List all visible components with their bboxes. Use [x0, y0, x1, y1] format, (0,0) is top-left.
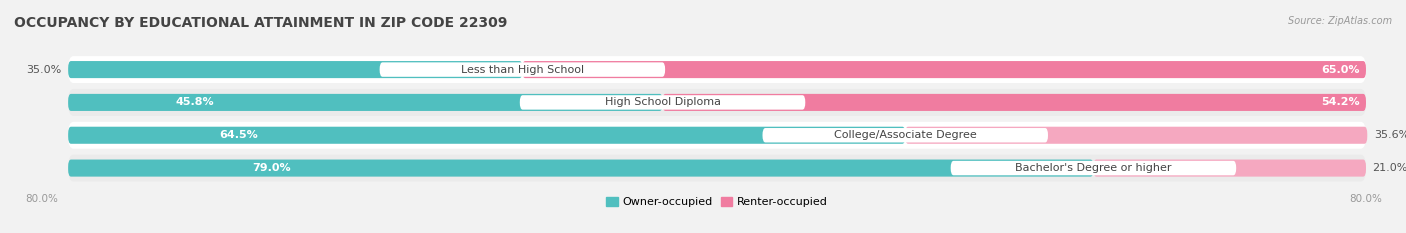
FancyBboxPatch shape — [520, 95, 806, 110]
FancyBboxPatch shape — [380, 62, 665, 77]
Text: 65.0%: 65.0% — [1322, 65, 1360, 75]
Text: Less than High School: Less than High School — [461, 65, 583, 75]
Legend: Owner-occupied, Renter-occupied: Owner-occupied, Renter-occupied — [602, 192, 832, 212]
Text: High School Diploma: High School Diploma — [605, 97, 720, 107]
FancyBboxPatch shape — [67, 160, 1094, 177]
Text: 64.5%: 64.5% — [219, 130, 257, 140]
FancyBboxPatch shape — [950, 161, 1236, 175]
FancyBboxPatch shape — [67, 122, 1367, 149]
FancyBboxPatch shape — [67, 127, 905, 144]
FancyBboxPatch shape — [67, 89, 1367, 116]
FancyBboxPatch shape — [905, 127, 1367, 144]
Text: 35.6%: 35.6% — [1374, 130, 1406, 140]
Text: 79.0%: 79.0% — [253, 163, 291, 173]
FancyBboxPatch shape — [67, 94, 662, 111]
Text: Bachelor's Degree or higher: Bachelor's Degree or higher — [1015, 163, 1171, 173]
FancyBboxPatch shape — [67, 155, 1367, 182]
Text: OCCUPANCY BY EDUCATIONAL ATTAINMENT IN ZIP CODE 22309: OCCUPANCY BY EDUCATIONAL ATTAINMENT IN Z… — [14, 16, 508, 30]
Text: 21.0%: 21.0% — [1372, 163, 1406, 173]
Text: 45.8%: 45.8% — [176, 97, 214, 107]
FancyBboxPatch shape — [662, 94, 1367, 111]
Text: 35.0%: 35.0% — [27, 65, 62, 75]
FancyBboxPatch shape — [67, 61, 523, 78]
Text: 54.2%: 54.2% — [1320, 97, 1360, 107]
FancyBboxPatch shape — [523, 61, 1367, 78]
Text: College/Associate Degree: College/Associate Degree — [834, 130, 977, 140]
Text: Source: ZipAtlas.com: Source: ZipAtlas.com — [1288, 16, 1392, 26]
FancyBboxPatch shape — [762, 128, 1047, 142]
FancyBboxPatch shape — [1094, 160, 1367, 177]
FancyBboxPatch shape — [67, 56, 1367, 83]
